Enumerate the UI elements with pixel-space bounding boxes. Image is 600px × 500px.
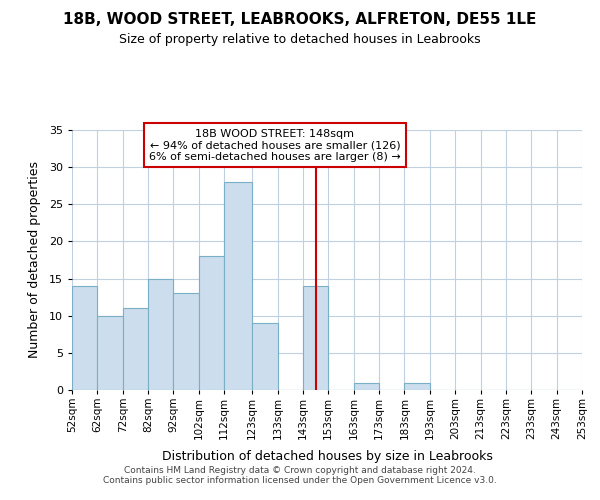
Bar <box>123 308 148 390</box>
Bar <box>173 294 199 390</box>
Text: 18B, WOOD STREET, LEABROOKS, ALFRETON, DE55 1LE: 18B, WOOD STREET, LEABROOKS, ALFRETON, D… <box>64 12 536 28</box>
Bar <box>353 382 379 390</box>
Bar <box>199 256 224 390</box>
Bar <box>72 286 97 390</box>
Bar <box>404 382 430 390</box>
Text: Size of property relative to detached houses in Leabrooks: Size of property relative to detached ho… <box>119 32 481 46</box>
Y-axis label: Number of detached properties: Number of detached properties <box>28 162 41 358</box>
Bar <box>148 278 173 390</box>
Text: Contains HM Land Registry data © Crown copyright and database right 2024.
Contai: Contains HM Land Registry data © Crown c… <box>103 466 497 485</box>
Text: 18B WOOD STREET: 148sqm
← 94% of detached houses are smaller (126)
6% of semi-de: 18B WOOD STREET: 148sqm ← 94% of detache… <box>149 128 401 162</box>
X-axis label: Distribution of detached houses by size in Leabrooks: Distribution of detached houses by size … <box>161 450 493 463</box>
Bar <box>303 286 328 390</box>
Bar <box>252 323 278 390</box>
Bar <box>224 182 252 390</box>
Bar <box>97 316 123 390</box>
